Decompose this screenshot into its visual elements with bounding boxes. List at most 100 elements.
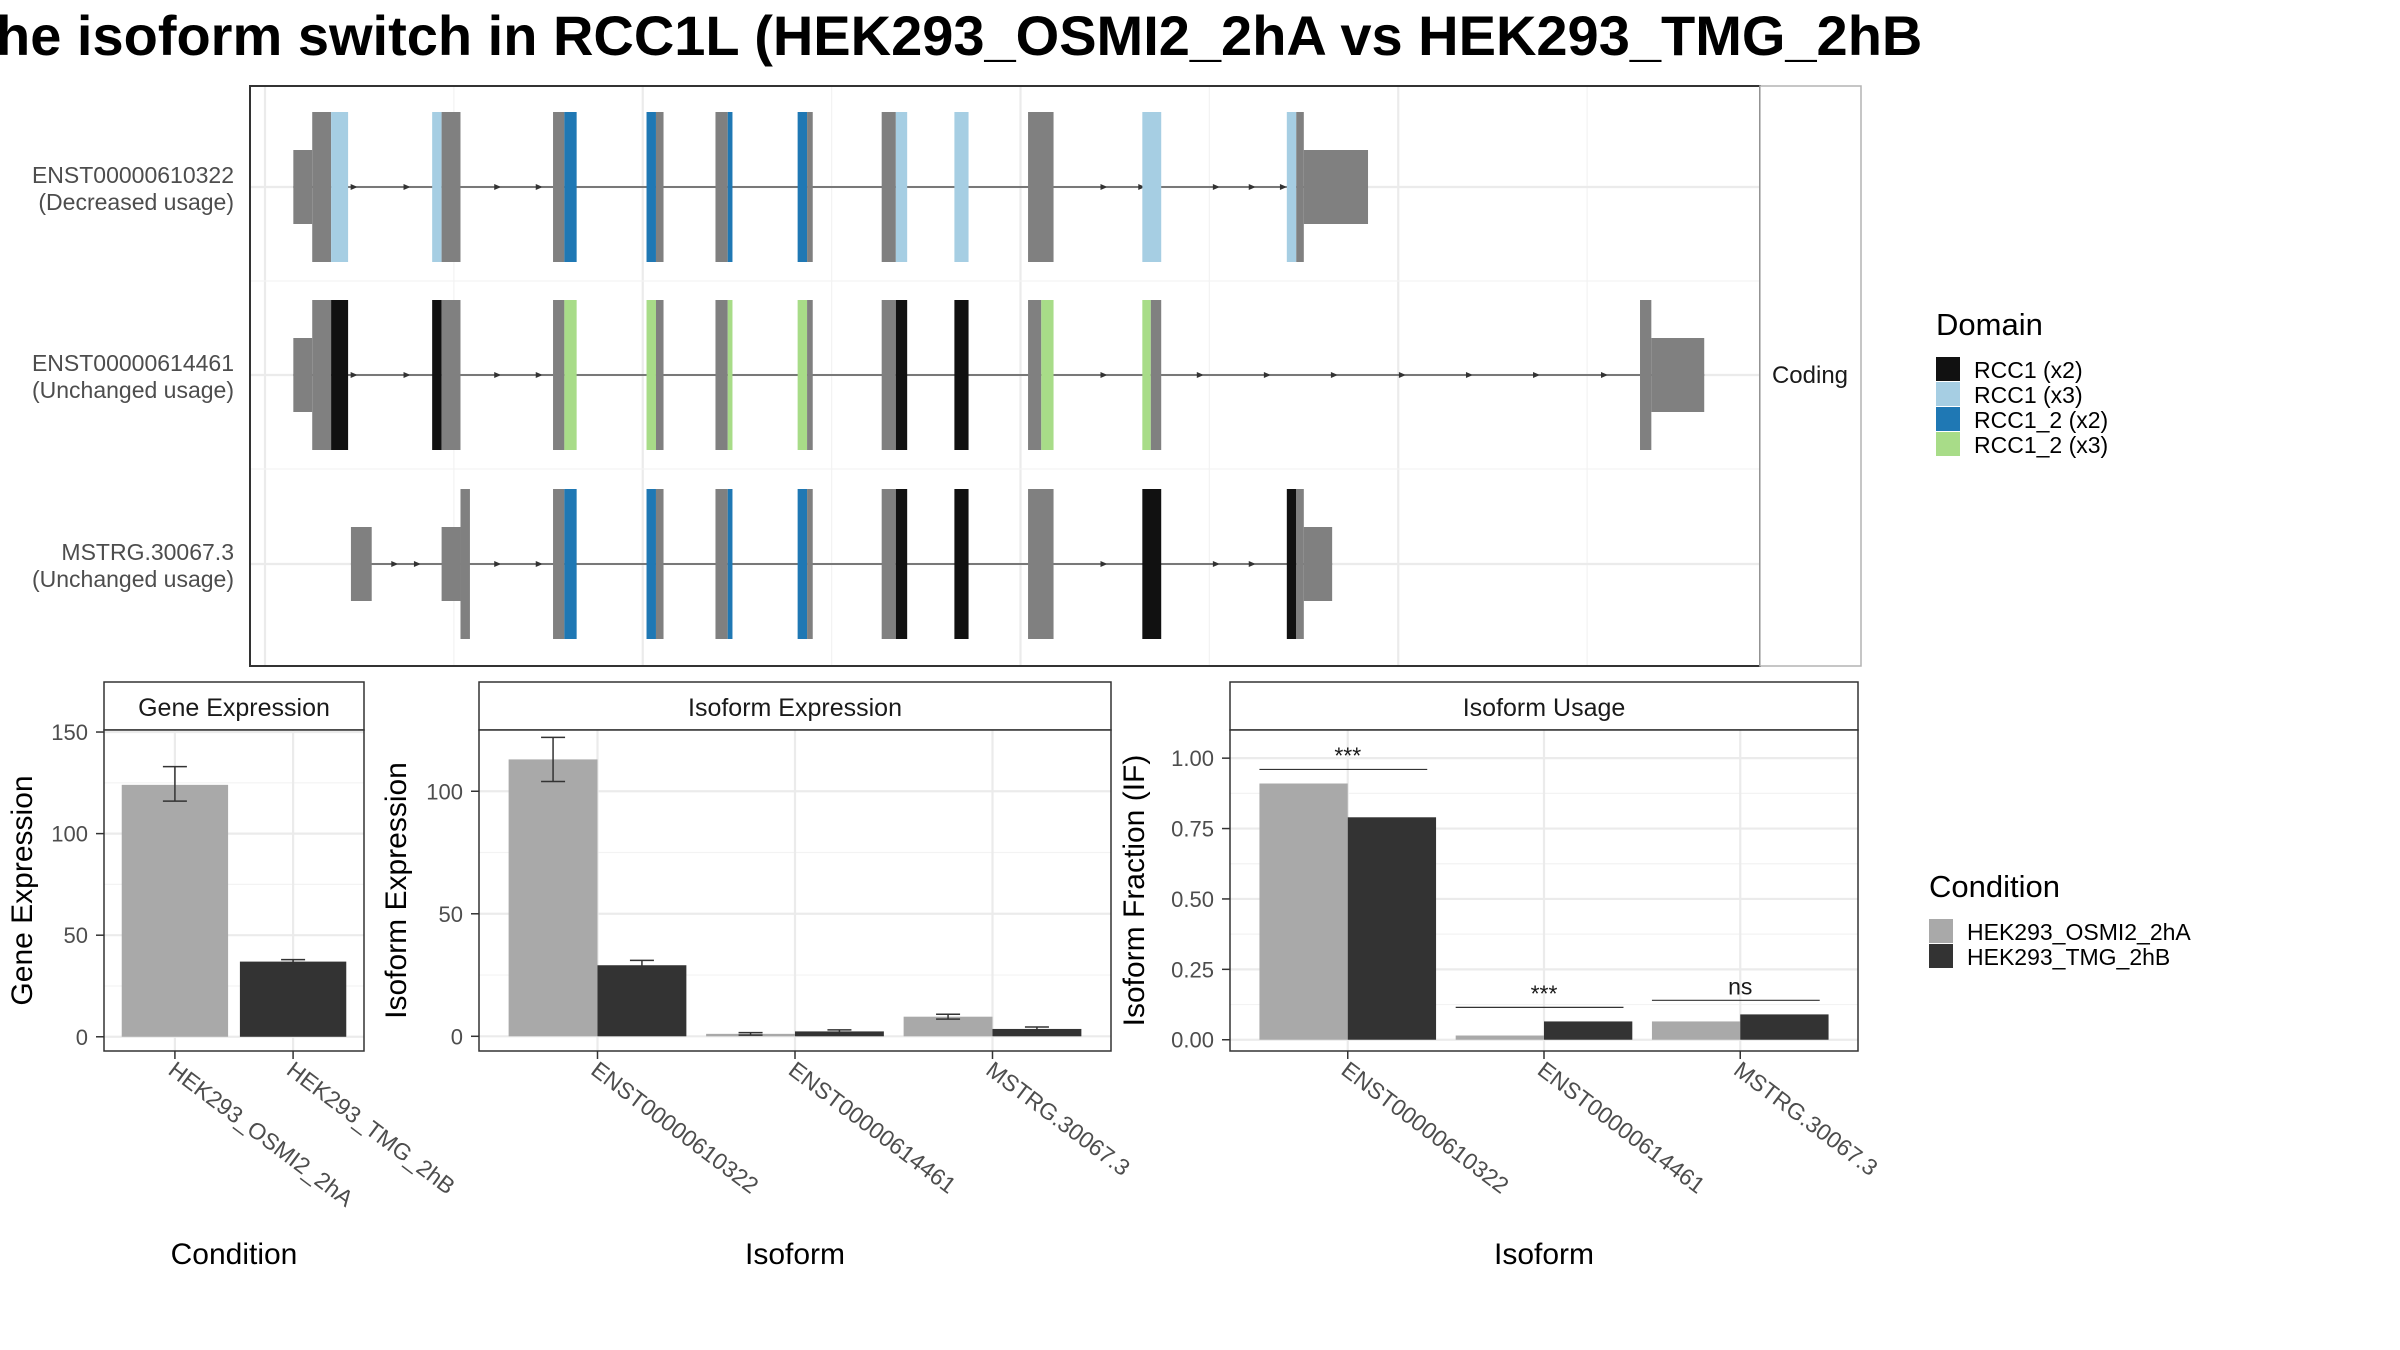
intron-direction-arrow (494, 184, 502, 190)
x-tick-label: MSTRG.30067.3 (1729, 1056, 1882, 1181)
intron-direction-arrow (1212, 184, 1220, 190)
coding-exon (1640, 300, 1652, 450)
x-axis-title: Isoform (745, 1238, 845, 1271)
domain-exon-rcc1-x3 (1142, 112, 1162, 262)
intron-direction-arrow (1196, 372, 1204, 378)
utr-exon (350, 527, 372, 601)
x-tick-label: MSTRG.30067.3 (981, 1056, 1134, 1181)
panel-strip-title: Isoform Usage (1463, 694, 1626, 722)
y-tick-label: 1.00 (1171, 746, 1214, 771)
isoform-expression-panel: Isoform Expression 0 50 100 ENST00000610322 E… (380, 681, 1135, 1271)
domain-exon-rcc1-2-x2 (727, 489, 733, 639)
intron-direction-arrow (403, 184, 411, 190)
coding-exon (460, 489, 470, 639)
plot-border (478, 729, 1112, 1052)
intron-direction-arrow (535, 372, 543, 378)
legend-label: RCC1 (x3) (1974, 382, 2083, 408)
domain-exon-rcc1-2-x2 (646, 489, 656, 639)
x-tick-label: ENST00000614461 (1533, 1056, 1710, 1198)
coding-exon (881, 300, 896, 450)
y-tick-label: 0.50 (1171, 887, 1214, 912)
legend-title: Domain (1936, 307, 2043, 342)
domain-exon-rcc1-x3 (432, 112, 442, 262)
legend-swatch (1936, 432, 1960, 456)
significance-label: *** (1531, 980, 1558, 1006)
bar (1259, 783, 1348, 1040)
legend-label: RCC1_2 (x3) (1974, 432, 2108, 458)
panel-strip-title: Gene Expression (138, 694, 330, 722)
coding-exon (807, 489, 813, 639)
transcript-structure-panel: ENST00000610322(Decreased usage) ENST0000… (32, 85, 1862, 667)
utr-exon (1303, 150, 1369, 224)
domain-exon-rcc1-2-x2 (727, 112, 733, 262)
intron-direction-arrow (350, 184, 358, 190)
x-tick-label: ENST00000614461 (784, 1056, 961, 1198)
y-tick-label: 0.00 (1171, 1028, 1214, 1053)
x-axis-title: Condition (171, 1238, 298, 1271)
y-tick-label: 50 (64, 923, 88, 948)
domain-exon-rcc1-2-x3 (564, 300, 577, 450)
intron-direction-arrow (1138, 184, 1146, 190)
bar (508, 759, 598, 1037)
domain-exon-rcc1-2-x3 (646, 300, 656, 450)
coding-exon (715, 489, 728, 639)
x-tick-label: ENST00000610322 (586, 1056, 763, 1198)
legend-swatch (1936, 382, 1960, 406)
plot-border (103, 729, 365, 1052)
legend-swatch (1929, 944, 1953, 968)
intron-direction-arrow (1100, 184, 1108, 190)
domain-legend: Domain RCC1 (x2)RCC1 (x3)RCC1_2 (x2)RCC1_… (1936, 307, 2108, 458)
facet-strip (1759, 85, 1862, 667)
intron-direction-arrow (1248, 184, 1256, 190)
intron-direction-arrow (391, 561, 399, 567)
utr-exon (441, 527, 461, 601)
facet-strip-label: Coding (1772, 362, 1848, 389)
domain-exon-rcc1-x3 (331, 112, 349, 262)
y-tick-label: 50 (439, 902, 463, 927)
domain-exon-rcc1-2-x2 (797, 489, 808, 639)
domain-exon-rcc1-2-x3 (1041, 300, 1054, 450)
intron-direction-arrow (403, 372, 411, 378)
y-axis-title: Isoform Fraction (IF) (1118, 755, 1151, 1027)
coding-exon (553, 112, 565, 262)
intron-direction-arrow (413, 561, 421, 567)
bar (795, 1031, 884, 1037)
intron-direction-arrow (1465, 372, 1473, 378)
intron-direction-arrow (1398, 372, 1406, 378)
legend-label: HEK293_OSMI2_2hA (1967, 919, 2191, 945)
domain-exon-rcc1-x2 (895, 300, 908, 450)
domain-exon-rcc1-2-x2 (797, 112, 808, 262)
coding-exon (312, 112, 332, 262)
bar (239, 961, 347, 1037)
isoform-id-label: ENST00000614461 (32, 350, 234, 376)
intron-direction-arrow (1263, 372, 1271, 378)
legend-label: RCC1 (x2) (1974, 357, 2083, 383)
coding-exon (655, 300, 664, 450)
domain-exon-rcc1-2-x2 (564, 489, 577, 639)
coding-exon (1028, 489, 1054, 639)
domain-exon-rcc1-x2 (331, 300, 349, 450)
intron-direction-arrow (1100, 561, 1108, 567)
legend-swatch (1936, 407, 1960, 431)
isoform-usage-panel: Isoform Usage 0.00 0.25 0.50 0.75 1.00 ENST000… (1118, 681, 1883, 1271)
utr-exon (1303, 527, 1333, 601)
isoform-usage-note: (Decreased usage) (38, 189, 234, 215)
panel-strip (103, 681, 365, 731)
domain-exon-rcc1-2-x2 (564, 112, 577, 262)
domain-exon-rcc1-x2 (1286, 489, 1297, 639)
y-axis-title: Gene Expression (6, 775, 39, 1005)
y-tick-label: 0 (76, 1025, 88, 1050)
utr-exon (293, 338, 313, 412)
domain-exon-rcc1-x3 (895, 112, 908, 262)
legend-swatch (1936, 357, 1960, 381)
domain-exon-rcc1-x2 (954, 489, 969, 639)
utr-exon (293, 150, 313, 224)
coding-exon (1296, 489, 1304, 639)
isoform-id-label: ENST00000610322 (32, 162, 234, 188)
x-tick-label: ENST00000610322 (1337, 1056, 1514, 1198)
bar (992, 1028, 1082, 1037)
coding-exon (655, 112, 664, 262)
isoform-id-label: MSTRG.30067.3 (61, 539, 234, 565)
domain-exon-rcc1-2-x3 (1142, 300, 1151, 450)
legend-label: RCC1_2 (x2) (1974, 407, 2108, 433)
